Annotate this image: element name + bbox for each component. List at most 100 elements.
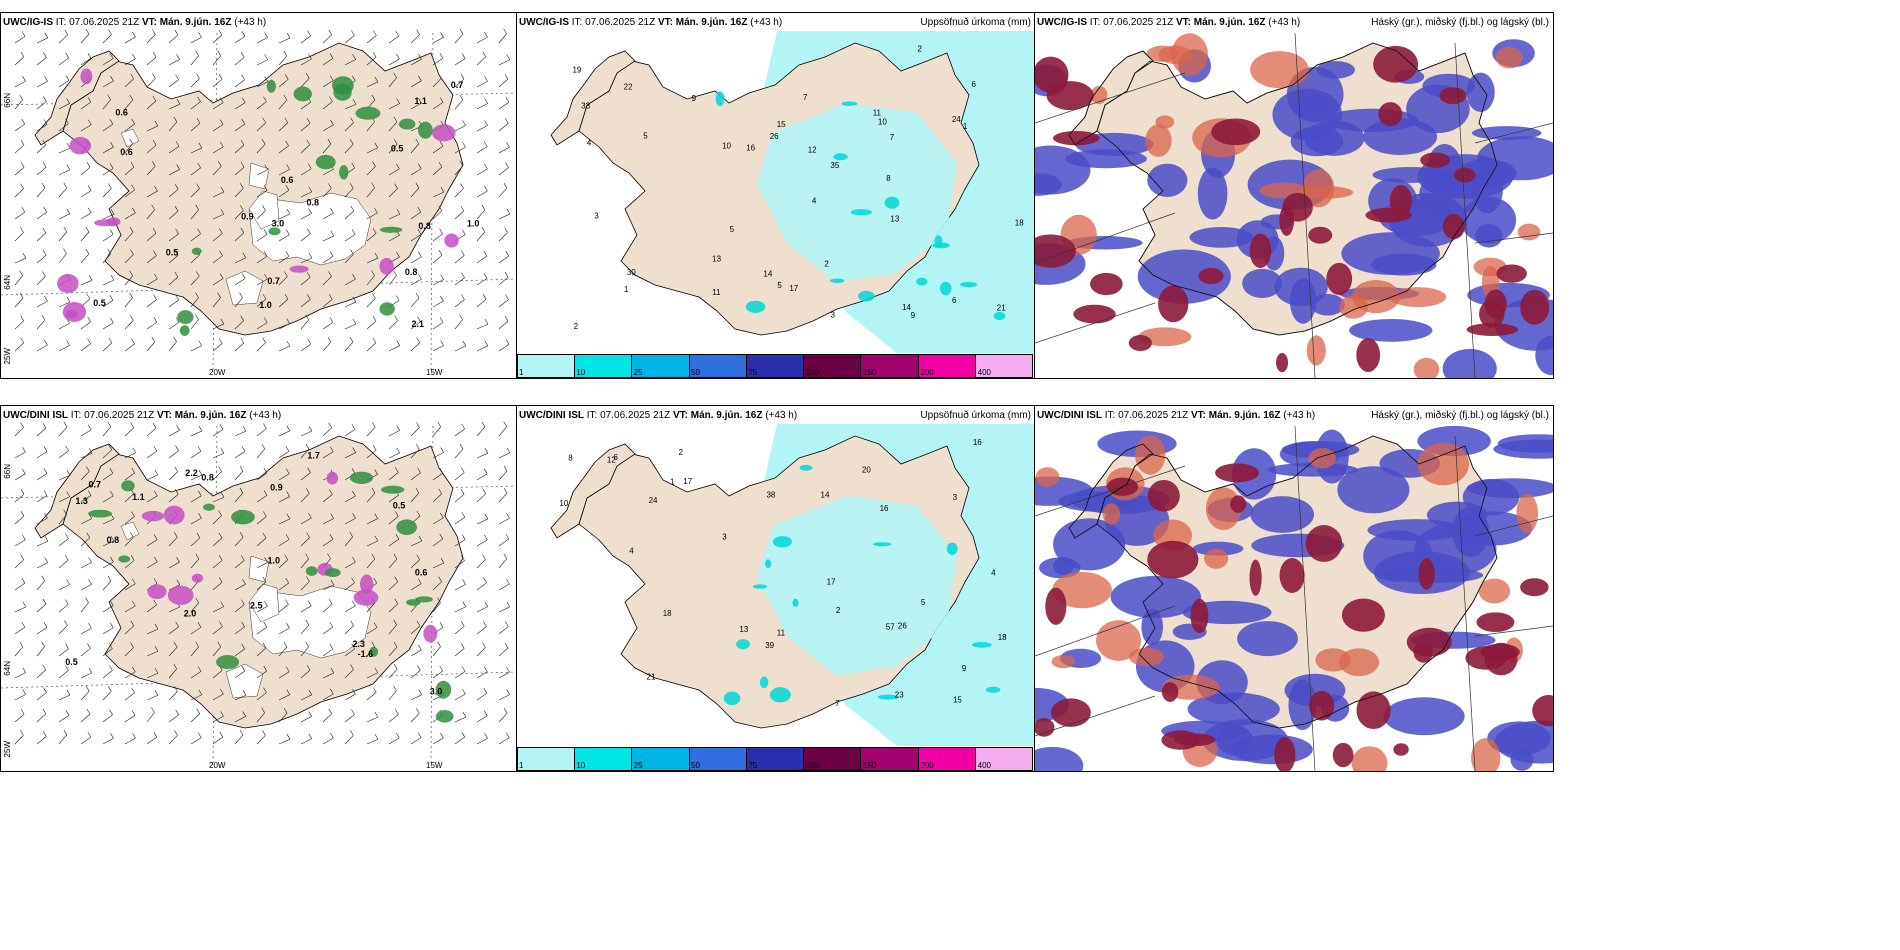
valid-time: Mán. 9.jún. 16Z: [174, 410, 247, 421]
colorbar-segment: [631, 354, 689, 378]
value-label: 1.0: [467, 219, 480, 229]
value-label: 0.8: [201, 473, 214, 483]
value-label: 0.6: [115, 107, 128, 117]
model-name: UWC/DINI ISL: [519, 410, 584, 421]
value-label: 4: [812, 197, 817, 206]
value-label: 0.5: [166, 248, 179, 258]
value-label: 0.9: [270, 483, 283, 493]
value-label: 2.2: [185, 468, 198, 478]
model-name: UWC/IG-IS: [1037, 17, 1087, 28]
value-label: 21: [997, 303, 1006, 312]
value-label: 0.8: [306, 197, 319, 207]
colorbar-segment: [860, 354, 918, 378]
value-label: 0.7: [88, 479, 101, 489]
colorbar-tick: 50: [691, 368, 700, 377]
colorbar-segment: [631, 747, 689, 771]
lat-label-64n: 64N: [3, 661, 12, 676]
colorbar-segment: [688, 354, 746, 378]
valid-label: VT:: [156, 410, 172, 421]
value-label: 1.1: [132, 492, 145, 502]
value-label: 1.1: [414, 96, 427, 106]
value-label: 17: [683, 477, 692, 486]
precip-map: 1265724357414513911810151718213326191430…: [550, 31, 1035, 353]
init-time: IT: 07.06.2025 21Z: [1104, 410, 1189, 421]
value-label: 1.0: [259, 300, 272, 310]
valid-label: VT:: [672, 410, 688, 421]
value-label: 33: [581, 101, 590, 110]
colorbar-tick: 100: [805, 761, 820, 770]
colorbar-tick: 400: [977, 368, 992, 377]
colorbar-tick: 1: [519, 761, 524, 770]
lead-time: (+43 h): [249, 410, 282, 421]
lead-time: (+43 h): [1283, 410, 1316, 421]
colorbar-tick: 50: [691, 761, 700, 770]
valid-time: Mán. 9.jún. 16Z: [1208, 410, 1281, 421]
colorbar-segment: [517, 747, 575, 771]
lon-label-15w: 15W: [426, 368, 443, 377]
valid-label: VT:: [1190, 410, 1206, 421]
value-label: 7: [803, 93, 808, 102]
colorbar-tick: 75: [748, 761, 758, 770]
colorbar-tick: 75: [748, 368, 758, 377]
value-label: 26: [770, 132, 779, 141]
value-label: 2.1: [411, 319, 424, 329]
value-label: 38: [766, 491, 775, 500]
value-label: 0.6: [120, 147, 133, 157]
init-time: IT: 07.06.2025 21Z: [586, 410, 671, 421]
colorbar-tick: 1: [519, 368, 524, 377]
lead-time: (+43 h): [750, 17, 783, 28]
lon-label-15w: 15W: [426, 761, 443, 770]
value-label: 39: [765, 641, 774, 650]
value-label: 11: [873, 108, 882, 117]
lat-label-66n: 66N: [3, 464, 12, 479]
lon-label-25w: 25W: [3, 741, 12, 758]
wind-map: 0.5 0.8 0.9 1.1 2.0 1.0 1.7 -1.6 0.5 2.2 3.0 2.5 2.3…: [1, 421, 517, 767]
panel-title-right: Uppsöfnuð úrkoma (mm): [920, 410, 1031, 421]
precip-colorbar: [517, 354, 1033, 378]
value-label: 16: [973, 438, 982, 447]
valid-time: Mán. 9.jún. 16Z: [675, 17, 748, 28]
panel-header: UWC/IG-IS IT: 07.06.2025 21Z VT: Mán. 9.…: [519, 17, 782, 28]
coastline-overlay: [1068, 435, 1498, 729]
value-label: 1.7: [307, 450, 320, 460]
panel-title-right: Háský (gr.), miðský (fj.bl.) og lágský (…: [1371, 410, 1549, 421]
value-label: 13: [890, 214, 899, 223]
value-label: 6: [972, 80, 977, 89]
init-time: IT: 07.06.2025 21Z: [1089, 17, 1174, 28]
colorbar-ticks: 1 10 25 50 75 100 150 200 400: [517, 761, 1033, 771]
colorbar-tick: 100: [805, 368, 820, 377]
iceland-land: [34, 42, 464, 336]
value-label: 0.7: [451, 80, 464, 90]
colorbar-segment: [745, 354, 804, 378]
lead-time: (+43 h): [234, 17, 267, 28]
value-label: 4: [629, 546, 634, 555]
value-label: 11: [712, 288, 721, 297]
lon-label-25w: 25W: [3, 348, 12, 365]
value-label: 0.5: [391, 144, 404, 154]
value-label: 16: [746, 144, 755, 153]
colorbar-tick: 150: [863, 761, 877, 770]
value-label: 1.3: [75, 496, 88, 506]
value-label: 0.9: [241, 211, 254, 221]
colorbar-tick: 10: [576, 761, 586, 770]
value-label: 2.5: [250, 601, 263, 611]
value-label: 17: [789, 284, 798, 293]
valid-time: Mán. 9.jún. 16Z: [1193, 17, 1266, 28]
value-label: 0.8: [418, 221, 431, 231]
colorbar-segment: [974, 354, 1033, 378]
value-label: -1.6: [358, 649, 374, 659]
colorbar-segment: [574, 747, 632, 771]
model-name: UWC/IG-IS: [3, 17, 53, 28]
value-label: 14: [821, 491, 830, 500]
value-label: 2: [836, 606, 841, 615]
value-label: 0.8: [107, 535, 120, 545]
value-label: 23: [895, 690, 904, 699]
colorbar-segment: [745, 747, 804, 771]
value-label: 1.0: [268, 556, 281, 566]
value-label: 8: [886, 174, 891, 183]
panel-header: UWC/DINI ISL IT: 07.06.2025 21Z VT: Mán.…: [519, 410, 797, 421]
value-label: 19: [572, 65, 581, 74]
precip-colorbar: [517, 747, 1033, 771]
panel-dini-wind: UWC/DINI ISL IT: 07.06.2025 21Z VT: Mán.…: [0, 405, 518, 772]
value-label: 24: [649, 496, 658, 505]
